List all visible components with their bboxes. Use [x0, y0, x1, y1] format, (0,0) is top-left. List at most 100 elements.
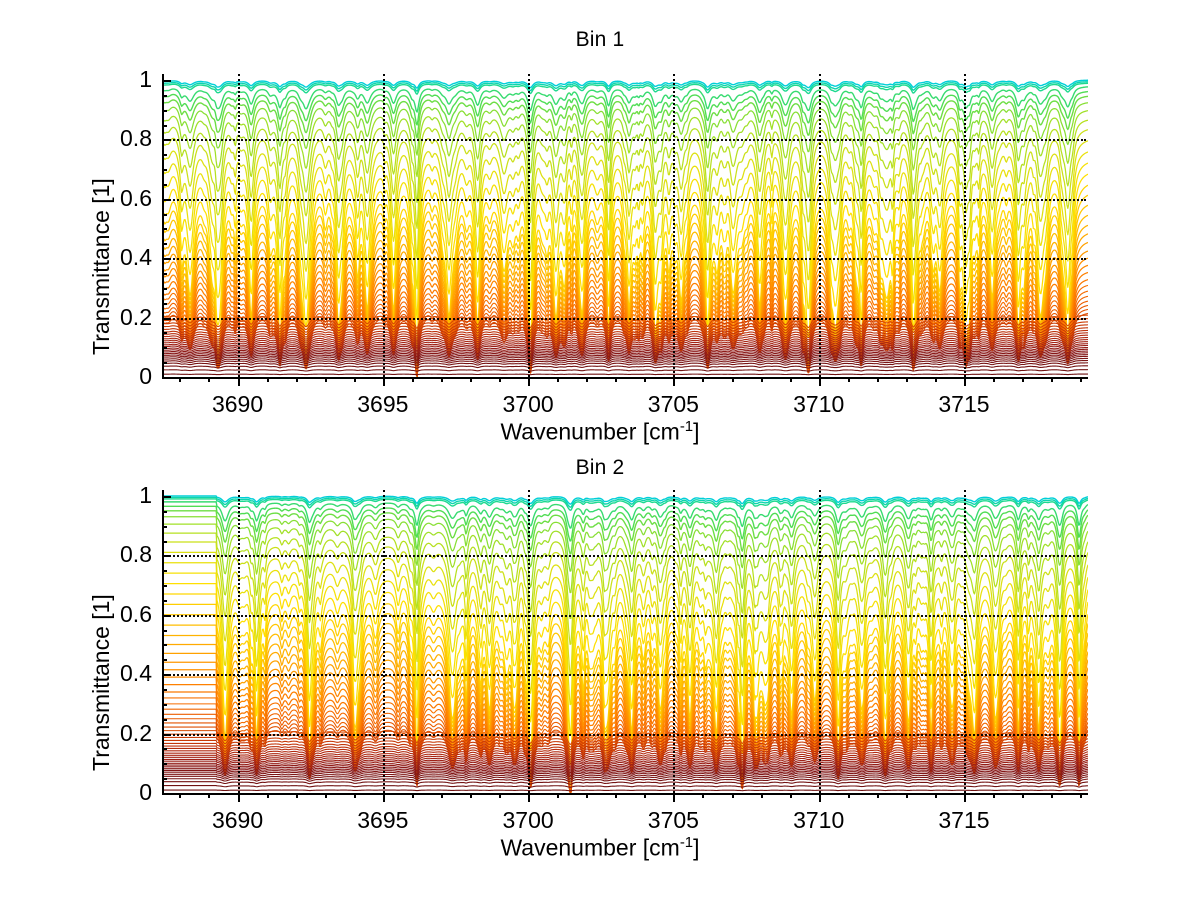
spectra-curves: [164, 495, 1088, 793]
x-gridline: [818, 74, 821, 377]
spectrum-curve: [164, 369, 1088, 372]
x-gridline: [528, 490, 531, 793]
spectrum-curve: [164, 346, 1088, 355]
spectrum-curve: [164, 321, 1088, 335]
y-minor-tick: [162, 228, 167, 231]
y-gridline: [162, 258, 1086, 261]
x-minor-tick: [1080, 377, 1083, 382]
spectrum-curve: [164, 140, 1088, 260]
x-tick-mark: [237, 793, 240, 802]
y-tick-label: 0.6: [120, 184, 152, 211]
spectrum-curve: [164, 344, 1088, 353]
spectrum-curve: [164, 771, 1088, 778]
x-minor-tick: [470, 377, 472, 382]
x-minor-tick: [789, 793, 792, 798]
x-minor-tick: [411, 377, 414, 382]
spectrum-curve: [164, 764, 1088, 772]
y-tick-mark: [162, 377, 171, 379]
y-tick-mark: [162, 614, 171, 617]
y-minor-tick: [162, 689, 167, 692]
spectrum-curve: [164, 733, 1088, 748]
spectrum-curve: [164, 329, 1088, 341]
x-tick-label: 3705: [647, 391, 699, 417]
spectrum-curve: [164, 102, 1088, 156]
spectrum-curve: [164, 516, 1088, 572]
x-gridline: [237, 490, 240, 793]
spectrum-curve: [164, 257, 1088, 377]
x-minor-tick: [411, 793, 414, 798]
x-tick-mark: [673, 793, 676, 802]
spectrum-curve: [164, 498, 1088, 511]
spectrum-curve: [164, 758, 1088, 768]
x-minor-tick: [179, 377, 182, 382]
x-gridline: [237, 74, 240, 377]
spectrum-curve: [164, 768, 1088, 775]
spectrum-curve: [164, 495, 1088, 505]
y-gridline: [162, 198, 1086, 201]
y-tick-mark: [162, 674, 171, 677]
x-gridline: [673, 490, 676, 793]
spectrum-curve: [164, 785, 1088, 788]
y-minor-tick: [162, 94, 167, 97]
spectrum-curve: [164, 312, 1088, 377]
spectrum-curve: [164, 334, 1088, 345]
y-tick-label: 0.8: [120, 125, 152, 152]
x-minor-tick: [934, 377, 937, 382]
spectrum-curve: [164, 90, 1088, 126]
x-tick-mark: [818, 377, 821, 386]
spectrum-curve: [164, 233, 1088, 377]
x-tick-label: 3700: [502, 807, 554, 833]
spectrum-curve: [164, 324, 1088, 337]
x-gridline: [528, 74, 531, 377]
spectrum-curve: [164, 752, 1088, 763]
spectrum-curve: [164, 365, 1088, 369]
x-minor-tick: [847, 377, 850, 382]
spectrum-curve: [164, 754, 1088, 765]
x-axis-title: Wavenumber [cm-1]: [500, 834, 700, 861]
spectrum-curve: [164, 79, 1088, 89]
x-minor-tick: [615, 793, 618, 798]
x-tick-label: 3700: [502, 391, 554, 417]
x-tick-mark: [963, 377, 966, 386]
x-minor-tick: [557, 793, 560, 798]
y-minor-tick: [162, 748, 167, 751]
y-tick-label: 1: [139, 481, 152, 508]
x-minor-tick: [266, 793, 269, 798]
y-tick-mark: [162, 198, 171, 201]
y-tick-label: 0.8: [120, 541, 152, 568]
x-tick-mark: [818, 793, 821, 802]
x-minor-tick: [557, 377, 560, 382]
x-minor-tick: [847, 793, 850, 798]
y-minor-tick: [162, 213, 167, 216]
x-minor-tick: [499, 377, 502, 382]
y-minor-tick: [162, 703, 167, 706]
y-tick-label: 0.2: [120, 303, 152, 330]
x-minor-tick: [702, 377, 705, 382]
spectrum-curve: [164, 327, 1088, 339]
y-minor-tick: [162, 302, 167, 305]
x-minor-tick: [1022, 793, 1025, 798]
y-minor-tick: [162, 124, 167, 127]
spectrum-curve: [164, 362, 1088, 367]
spectrum-curve: [164, 348, 1088, 356]
plot-area: [162, 490, 1088, 795]
y-tick-mark: [162, 139, 171, 142]
y-tick-mark: [162, 79, 171, 82]
x-tick-mark: [237, 377, 240, 386]
y-tick-mark: [162, 793, 171, 795]
x-minor-tick: [440, 793, 443, 798]
y-tick-label: 1: [139, 65, 152, 92]
x-minor-tick: [586, 793, 589, 798]
spectrum-curve: [164, 769, 1088, 776]
spectrum-curve: [164, 357, 1088, 363]
spectrum-curve: [164, 110, 1088, 178]
x-minor-tick: [470, 793, 472, 798]
spectrum-curve: [164, 332, 1088, 343]
y-tick-mark: [162, 555, 171, 558]
x-gridline: [382, 490, 385, 793]
spectrum-curve: [164, 756, 1088, 766]
spectrum-curve: [164, 572, 1088, 736]
spectrum-curve: [164, 523, 1088, 594]
x-minor-tick: [208, 793, 211, 798]
x-tick-mark: [382, 793, 385, 802]
